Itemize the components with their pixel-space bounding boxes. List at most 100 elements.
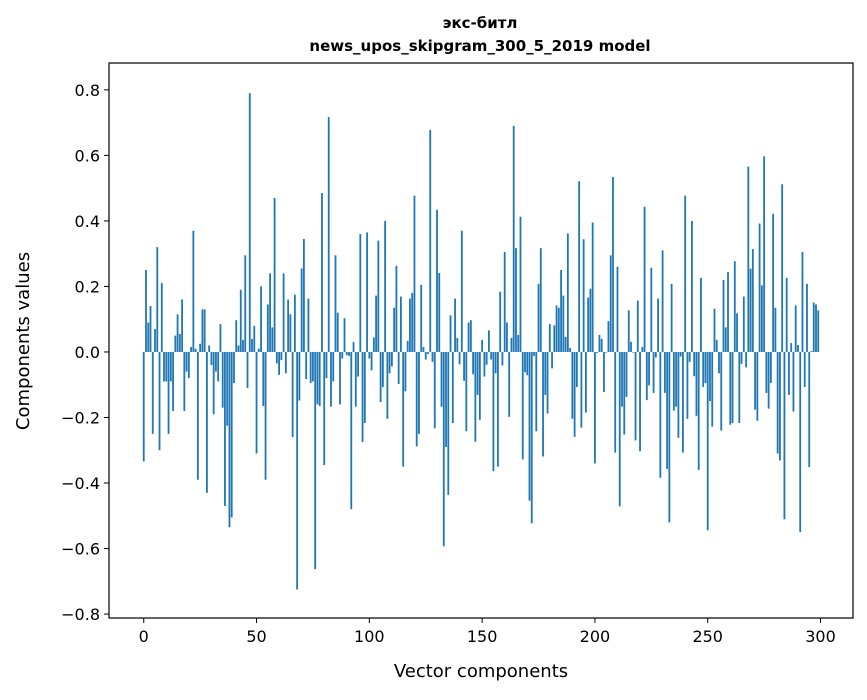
bar-component-198 (589, 288, 592, 352)
bar-component-109 (388, 351, 391, 374)
bar-component-98 (363, 351, 366, 424)
bar-component-258 (724, 327, 727, 352)
bar-component-206 (607, 321, 610, 352)
bar-component-259 (727, 272, 729, 352)
bar-component-46 (246, 351, 249, 389)
bar-component-150 (481, 339, 484, 352)
bar-component-92 (350, 351, 353, 510)
bar-component-115 (402, 351, 405, 467)
bar-component-186 (562, 295, 565, 352)
bar-component-276 (765, 351, 768, 393)
bar-component-243 (691, 220, 693, 352)
bar-component-167 (519, 216, 522, 352)
bar-component-240 (684, 195, 687, 352)
bar-component-149 (478, 351, 481, 420)
bar-component-2 (147, 322, 150, 352)
bar-component-44 (242, 339, 244, 352)
bar-component-131 (438, 273, 441, 352)
bar-component-267 (745, 351, 747, 368)
bar-component-79 (321, 193, 323, 352)
bar-component-136 (449, 315, 452, 352)
y-tick-label: 0.2 (75, 277, 100, 296)
bar-component-127 (429, 129, 432, 352)
bar-component-228 (657, 298, 659, 352)
bar-component-49 (253, 325, 256, 352)
bar-component-6 (156, 247, 159, 352)
bar-component-68 (296, 351, 299, 590)
bar-component-9 (163, 351, 165, 382)
bar-component-290 (797, 345, 799, 352)
bar-component-11 (167, 351, 170, 434)
bar-component-227 (654, 351, 657, 358)
bar-component-158 (499, 291, 502, 352)
bar-component-63 (284, 351, 287, 374)
bar-component-61 (280, 351, 283, 361)
bar-component-200 (594, 351, 596, 464)
bar-component-251 (709, 351, 711, 402)
bar-component-264 (738, 351, 741, 424)
bar-component-80 (323, 351, 326, 465)
bar-component-47 (248, 93, 251, 352)
bar-component-185 (560, 270, 562, 352)
bar-component-173 (533, 351, 535, 356)
bar-component-294 (806, 283, 808, 352)
bar-component-86 (336, 312, 339, 352)
bar-component-179 (546, 351, 549, 414)
bar-component-238 (679, 351, 682, 357)
bar-component-217 (632, 351, 635, 353)
bar-component-214 (625, 351, 628, 397)
bar-component-128 (431, 351, 434, 362)
bar-component-16 (178, 333, 181, 352)
bar-component-132 (440, 351, 443, 407)
bar-component-296 (810, 350, 813, 352)
bar-component-211 (618, 351, 621, 507)
bar-component-216 (630, 341, 632, 352)
bar-component-104 (377, 240, 380, 352)
bar-component-191 (573, 351, 576, 437)
bar-component-249 (704, 351, 707, 384)
bar-component-253 (713, 308, 716, 352)
bar-component-77 (316, 351, 319, 405)
bar-component-273 (758, 223, 761, 352)
bar-component-18 (183, 351, 186, 411)
bar-component-7 (158, 351, 161, 451)
bar-component-134 (445, 351, 447, 447)
bar-component-187 (564, 336, 567, 352)
bar-component-181 (551, 351, 553, 369)
bar-component-208 (612, 177, 614, 352)
bar-component-189 (569, 348, 572, 352)
bar-component-223 (645, 351, 648, 401)
bar-component-126 (427, 351, 429, 354)
bar-component-81 (325, 351, 328, 379)
bar-component-120 (413, 195, 416, 352)
bar-component-269 (749, 268, 752, 352)
bar-component-26 (201, 309, 204, 352)
bar-component-114 (400, 296, 402, 352)
bar-component-203 (600, 338, 603, 352)
bar-component-64 (287, 299, 290, 352)
bar-component-95 (357, 351, 359, 377)
bar-component-162 (508, 351, 511, 417)
bar-component-78 (318, 351, 321, 407)
bar-component-285 (785, 277, 788, 352)
y-tick-label: −0.6 (61, 540, 100, 559)
bar-component-43 (239, 289, 242, 352)
bar-component-48 (251, 338, 253, 352)
bar-component-140 (458, 351, 461, 365)
bar-component-207 (609, 255, 612, 352)
x-tick-label: 100 (354, 627, 385, 646)
bar-component-199 (591, 222, 594, 352)
x-axis: 0 50 100 150 200 250 300 (139, 618, 836, 646)
bar-component-280 (774, 307, 777, 352)
bar-component-219 (636, 300, 639, 352)
bar-component-74 (309, 351, 312, 384)
bar-component-135 (447, 351, 450, 495)
bar-component-237 (677, 351, 680, 438)
bar-component-196 (584, 351, 587, 413)
bar-component-102 (372, 337, 375, 352)
bar-component-41 (235, 320, 238, 352)
bar-component-246 (697, 351, 700, 470)
bar-component-69 (298, 351, 301, 401)
bar-component-176 (539, 248, 542, 352)
bar-component-229 (659, 351, 662, 478)
